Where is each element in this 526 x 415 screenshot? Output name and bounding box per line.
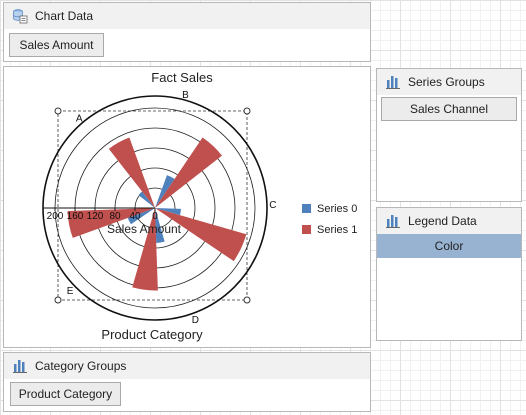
radial-tick-label: 40 bbox=[129, 211, 141, 222]
radial-tick-label: 80 bbox=[109, 211, 121, 222]
bar-series-0-d[interactable] bbox=[127, 208, 155, 225]
polar-bars bbox=[67, 137, 247, 291]
resize-handle-tl[interactable] bbox=[54, 107, 62, 115]
chart-canvas: Fact Sales 200 160 120 80 40 0 A B C D E Sales Am… bbox=[42, 70, 357, 342]
radial-tick-label: 200 bbox=[47, 211, 64, 222]
radial-tick-label: 0 bbox=[152, 211, 158, 222]
radial-axis: 200 160 120 80 40 0 bbox=[43, 207, 158, 222]
chart-panel: Fact Sales 200 160 120 80 40 0 A B C D E Sales Am… bbox=[3, 66, 371, 348]
bar-series-1-e[interactable] bbox=[108, 137, 155, 208]
category-groups-panel: Category Groups Product Category bbox=[3, 352, 371, 412]
resize-handle-br[interactable] bbox=[243, 296, 251, 304]
legend-swatch bbox=[302, 204, 311, 213]
bar-chart-icon bbox=[386, 76, 400, 89]
field-chip-label: Sales Amount bbox=[19, 38, 94, 52]
category-label-c: C bbox=[269, 200, 276, 211]
category-labels: A B C D E bbox=[67, 90, 277, 326]
database-icon bbox=[13, 9, 28, 24]
field-chip-label: Color bbox=[434, 239, 464, 253]
field-chip-color[interactable]: Color bbox=[377, 234, 521, 258]
chart-title: Fact Sales bbox=[151, 70, 213, 85]
bar-series-1-a[interactable] bbox=[155, 137, 222, 208]
radial-tick-label: 120 bbox=[87, 211, 104, 222]
series-groups-header: Series Groups bbox=[377, 69, 521, 95]
bar-series-0-c[interactable] bbox=[155, 208, 165, 243]
field-chip-label: Product Category bbox=[18, 387, 113, 401]
resize-handle-bl[interactable] bbox=[54, 296, 62, 304]
category-groups-header: Category Groups bbox=[4, 353, 370, 379]
radial-axis-title: Sales Amount bbox=[107, 222, 182, 236]
plot-area-selection[interactable] bbox=[57, 110, 248, 301]
category-axis-title: Product Category bbox=[101, 327, 203, 342]
category-label-e: E bbox=[67, 286, 74, 297]
chart-data-title: Chart Data bbox=[35, 9, 94, 23]
field-chip-sales-channel[interactable]: Sales Channel bbox=[381, 97, 517, 121]
legend-data-header: Legend Data bbox=[377, 208, 521, 234]
category-label-d: D bbox=[192, 315, 199, 326]
legend-data-title: Legend Data bbox=[408, 214, 477, 228]
radial-tick-label: 160 bbox=[67, 211, 84, 222]
bar-series-1-d[interactable] bbox=[67, 208, 155, 238]
bar-series-0-a[interactable] bbox=[155, 175, 175, 208]
series-groups-panel: Series Groups Sales Channel bbox=[376, 68, 522, 202]
legend-label: Series 1 bbox=[317, 224, 357, 236]
field-chip-product-category[interactable]: Product Category bbox=[10, 382, 121, 406]
category-label-b: B bbox=[182, 90, 189, 101]
chart-data-header: Chart Data bbox=[4, 3, 370, 29]
chart-legend: Series 0 Series 1 bbox=[302, 203, 357, 236]
category-groups-title: Category Groups bbox=[35, 359, 127, 373]
resize-handle-tr[interactable] bbox=[243, 107, 251, 115]
field-chip-sales-amount[interactable]: Sales Amount bbox=[9, 33, 104, 57]
field-chip-label: Sales Channel bbox=[409, 102, 489, 116]
category-label-a: A bbox=[76, 114, 83, 125]
legend-label: Series 0 bbox=[317, 203, 357, 215]
legend-data-panel: Legend Data Color bbox=[376, 207, 522, 341]
bar-chart-icon bbox=[13, 360, 27, 373]
chart-data-panel: Chart Data Sales Amount bbox=[3, 2, 371, 62]
bar-chart-icon bbox=[386, 215, 400, 228]
bar-series-0-e[interactable] bbox=[138, 191, 155, 208]
bar-series-1-b[interactable] bbox=[155, 208, 247, 262]
legend-swatch bbox=[302, 225, 311, 234]
bar-series-1-c[interactable] bbox=[132, 208, 158, 291]
series-groups-title: Series Groups bbox=[408, 75, 485, 89]
bar-series-0-b[interactable] bbox=[155, 208, 181, 216]
